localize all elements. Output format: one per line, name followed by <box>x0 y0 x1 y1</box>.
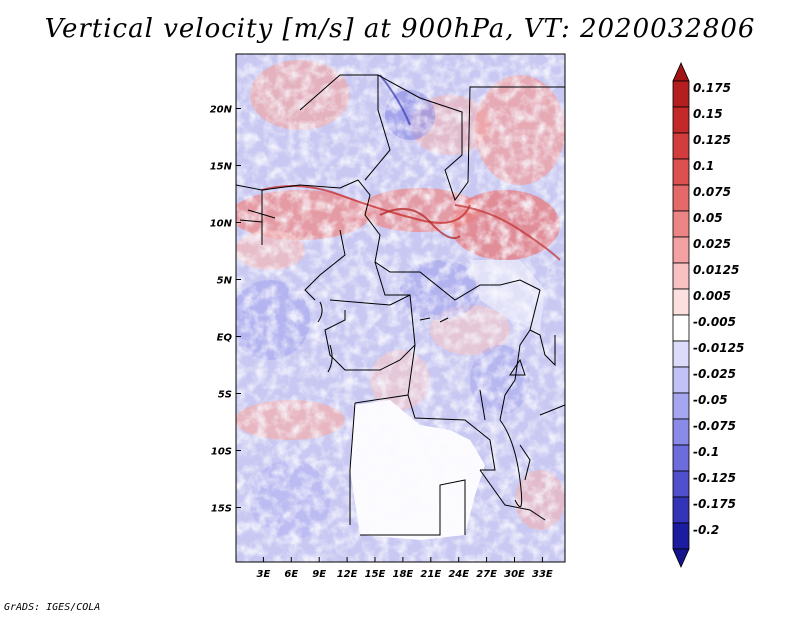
x-tick-label: 6E <box>284 569 298 580</box>
colorbar-label: 0.1 <box>693 159 714 173</box>
grads-credit: GrADS: IGES/COLA <box>4 602 101 613</box>
colorbar-label: 0.05 <box>693 211 723 225</box>
colorbar-label: -0.0125 <box>693 341 744 355</box>
colorbar-segment <box>672 288 690 316</box>
x-axis: 3E 6E 9E 12E 15E 18E 21E 24E 27E 30E 33E <box>257 557 553 580</box>
map-frame <box>235 53 566 563</box>
colorbar-segment <box>672 366 690 394</box>
y-tick-label: EQ <box>217 333 233 344</box>
colorbar-segment <box>672 418 690 446</box>
x-tick-label: 30E <box>504 569 525 580</box>
colorbar-label: -0.125 <box>693 471 736 485</box>
x-tick-label: 12E <box>337 569 358 580</box>
colorbar-segment <box>672 470 690 498</box>
colorbar-segment <box>672 80 690 108</box>
colorbar-segment <box>672 210 690 238</box>
colorbar-label: -0.025 <box>693 367 736 381</box>
y-tick-label: 20N <box>210 105 233 116</box>
colorbar-label: 0.025 <box>693 237 731 251</box>
x-tick-label: 24E <box>448 569 469 580</box>
velocity-field <box>236 54 565 562</box>
colorbar-label: -0.075 <box>693 419 736 433</box>
colorbar-segment <box>672 392 690 420</box>
colorbar-top-arrow <box>672 62 690 82</box>
colorbar-segment <box>672 106 690 134</box>
x-tick-label: 3E <box>257 569 271 580</box>
colorbar-segment <box>672 314 690 342</box>
x-tick-label: 9E <box>312 569 326 580</box>
country-borders <box>235 74 566 536</box>
x-tick-label: 15E <box>365 569 386 580</box>
colorbar-segment <box>672 444 690 472</box>
colorbar-segment <box>672 496 690 524</box>
y-tick-label: 10N <box>210 219 233 230</box>
x-tick-label: 27E <box>476 569 497 580</box>
colorbar-label: -0.175 <box>693 497 736 511</box>
y-tick-label: 5S <box>218 390 232 401</box>
colorbar-label: 0.15 <box>693 107 723 121</box>
x-tick-label: 33E <box>532 569 553 580</box>
colorbar-segment <box>672 132 690 160</box>
colorbar-label: 0.0125 <box>693 263 739 277</box>
colorbar-label: -0.1 <box>693 445 719 459</box>
colorbar-label: 0.075 <box>693 185 731 199</box>
y-axis: 20N 15N 10N 5N EQ 5S 10S 15S <box>210 105 241 515</box>
colorbar-segment <box>672 522 690 550</box>
colorbar-segment <box>672 340 690 368</box>
colorbar-segment <box>672 236 690 264</box>
colorbar: 0.175 0.15 0.125 0.1 0.075 0.05 0.025 0.0125 0.0… <box>672 62 744 568</box>
y-tick-label: 5N <box>217 276 233 287</box>
colorbar-label: -0.2 <box>693 523 719 537</box>
colorbar-label: 0.125 <box>693 133 731 147</box>
colorbar-segment <box>672 184 690 212</box>
y-tick-label: 15N <box>210 162 233 173</box>
x-tick-label: 21E <box>420 569 441 580</box>
colorbar-segment <box>672 262 690 290</box>
chart-title: Vertical velocity [m/s] at 900hPa, VT: 2… <box>44 14 756 44</box>
x-tick-label: 18E <box>393 569 414 580</box>
colorbar-bottom-arrow <box>672 548 690 568</box>
y-tick-label: 15S <box>211 504 232 515</box>
y-tick-label: 10S <box>211 447 232 458</box>
colorbar-label: -0.05 <box>693 393 728 407</box>
colorbar-label: -0.005 <box>693 315 736 329</box>
colorbar-segment <box>672 158 690 186</box>
colorbar-label: 0.175 <box>693 81 731 95</box>
colorbar-label: 0.005 <box>693 289 731 303</box>
